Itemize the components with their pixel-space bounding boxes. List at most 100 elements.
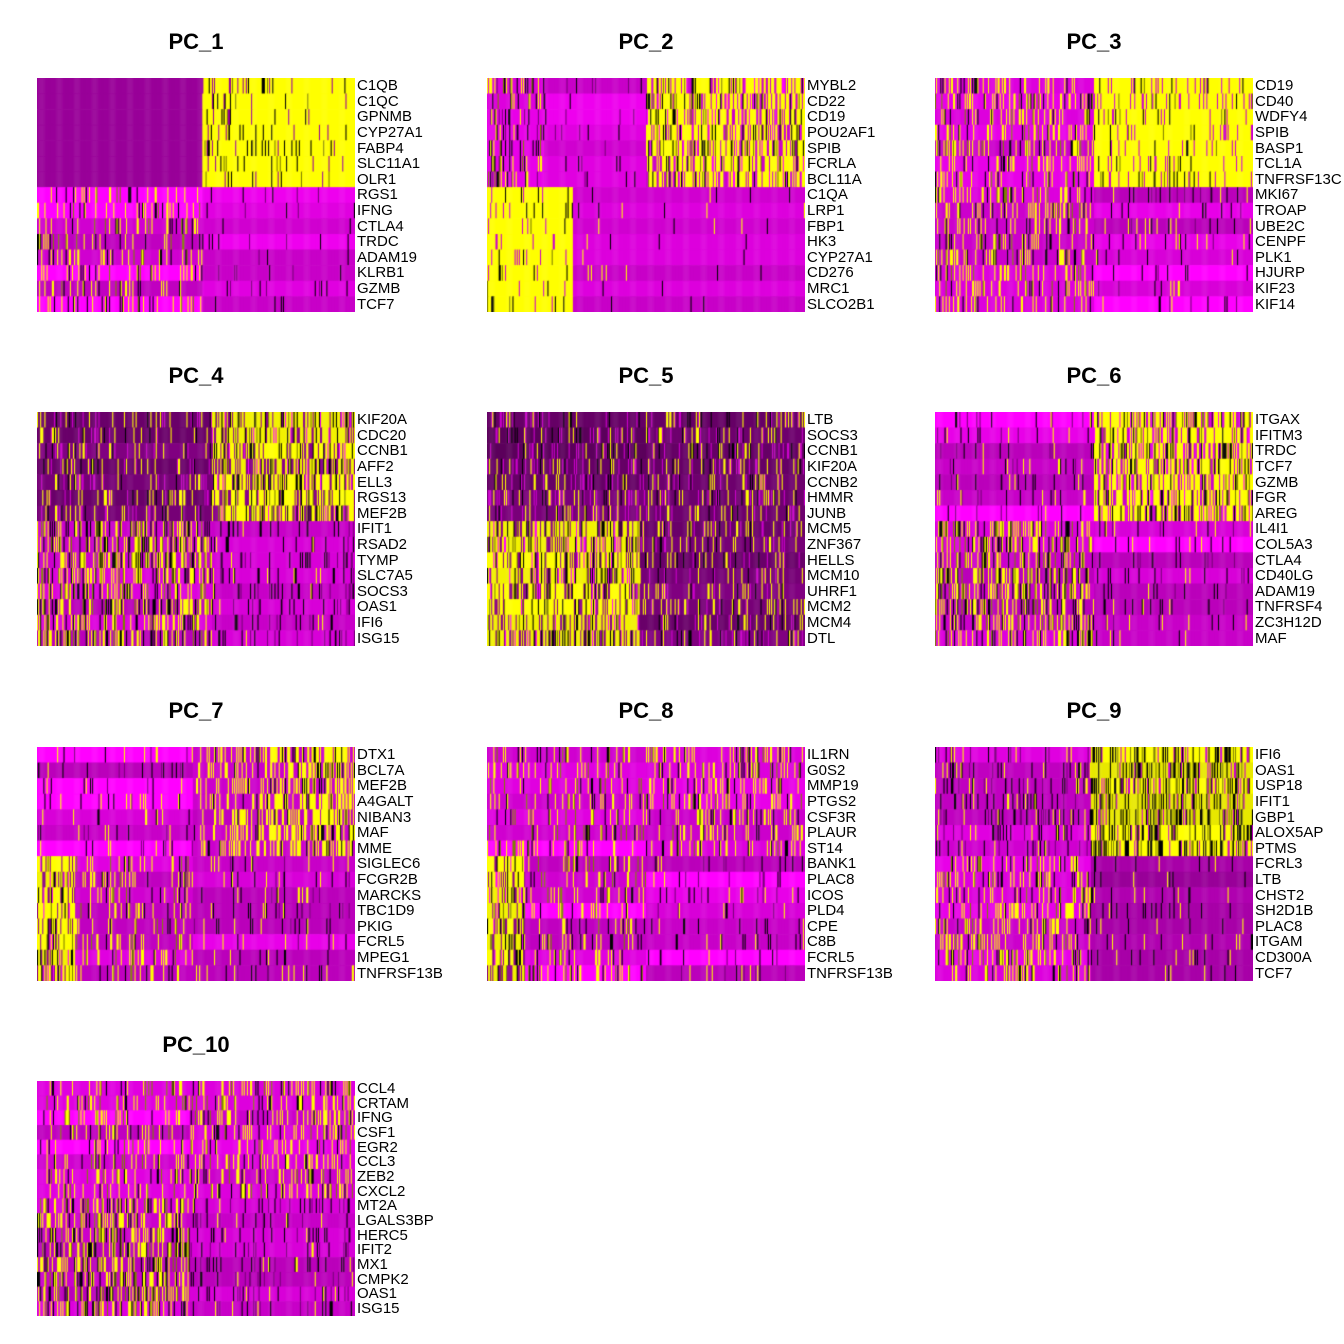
gene-label: POU2AF1 [807,124,876,142]
gene-label: MARCKS [357,886,422,904]
gene-label: PLAC8 [1255,917,1303,935]
gene-label: ITGAM [1255,933,1303,951]
gene-label: CD22 [807,92,846,110]
gene-label: CMPK2 [357,1270,409,1288]
gene-label: HMMR [807,489,854,507]
gene-label: IFI6 [357,614,383,632]
gene-label: DTL [807,629,836,647]
gene-label: MCM5 [807,520,852,538]
heatmap-canvas-PC_4 [37,412,355,646]
gene-label: SLC11A1 [357,155,421,173]
gene-label: DTX1 [357,746,396,764]
panel-PC_8: PC_8 IL1RN G0S2 MMP19 PTGS2 CSF3R PLAUR ST14 BAN… [487,691,917,982]
panel-body: MYBL2 CD22 CD19 POU2AF1 SPIB FCRLA BCL11A C1QA L… [487,77,917,313]
panel-PC_10: PC_10 CCL4 CRTAM IFNG CSF1 EGR2 CCL3 ZEB2 CXCL2 M… [37,1025,467,1318]
gene-labels: MYBL2 CD22 CD19 POU2AF1 SPIB FCRLA BCL11A C1QA L… [807,77,876,312]
panel-PC_9: PC_9 IFI6 OAS1 USP18 IFIT1 GBP1 ALOX5AP PTMS FCR… [935,691,1344,982]
gene-label: PTGS2 [807,793,857,811]
gene-label: RSAD2 [357,536,408,554]
panel-title: PC_9 [1066,698,1122,723]
gene-label: OAS1 [357,1285,398,1303]
gene-label: KIF20A [357,411,408,429]
panel-title: PC_1 [168,29,224,54]
gene-label: IFITM3 [1255,426,1303,444]
gene-label: MT2A [357,1197,398,1215]
panel-title: PC_3 [1066,29,1122,54]
gene-label: FCRL5 [357,933,405,951]
gene-label: HELLS [807,551,855,569]
heatmap-canvas-PC_3 [935,78,1253,312]
gene-label: ELL3 [357,473,393,491]
gene-label: OAS1 [357,598,398,616]
gene-label: MRC1 [807,280,850,298]
gene-label: TNFRSF13C [1255,170,1342,188]
gene-label: C8B [807,933,837,951]
gene-labels: KIF20A CDC20 CCNB1 AFF2 ELL3 RGS13 MEF2B IFIT1 R… [357,411,413,646]
gene-label: EGR2 [357,1138,398,1156]
gene-label: TBC1D9 [357,902,415,920]
gene-label: CCNB2 [807,473,858,491]
gene-label: KIF23 [1255,280,1296,298]
gene-label: ISG15 [357,1300,400,1318]
gene-label: MCM4 [807,614,852,632]
gene-label: MYBL2 [807,77,857,95]
gene-label: IFNG [357,1109,393,1127]
gene-label: AREG [1255,504,1298,522]
panel-body: DTX1 BCL7A MEF2B A4GALT NIBAN3 MAF MME SIGLEC6 F… [37,746,467,982]
heatmap-canvas-PC_8 [487,747,805,981]
gene-label: PLAUR [807,824,858,842]
gene-label: CHST2 [1255,886,1305,904]
gene-label: IFI6 [1255,746,1281,764]
heatmap-canvas-PC_9 [935,747,1253,981]
gene-label: CTLA4 [357,217,404,235]
gene-label: JUNB [807,504,847,522]
gene-label: IFIT1 [357,520,393,538]
gene-label: MME [357,839,392,857]
gene-label: MEF2B [357,777,408,795]
gene-label: ZEB2 [357,1167,395,1185]
gene-label: BCL11A [807,170,862,188]
gene-label: ST14 [807,839,843,857]
gene-label: SLC7A5 [357,567,413,585]
gene-label: CCL4 [357,1079,396,1097]
gene-label: GPNMB [357,108,413,126]
gene-label: MAF [1255,629,1287,647]
gene-label: FGR [1255,489,1287,507]
gene-label: BCL7A [357,761,405,779]
gene-label: LTB [807,411,834,429]
gene-label: IL1RN [807,746,850,764]
gene-label: ICOS [807,886,844,904]
panel-title: PC_5 [618,363,674,388]
gene-label: RGS13 [357,489,407,507]
gene-label: HJURP [1255,264,1306,282]
panel-body: IFI6 OAS1 USP18 IFIT1 GBP1 ALOX5AP PTMS FCRL3 LT… [935,746,1344,982]
gene-label: KLRB1 [357,264,405,282]
gene-label: ALOX5AP [1255,824,1324,842]
gene-label: C1QB [357,77,398,95]
gene-labels: CCL4 CRTAM IFNG CSF1 EGR2 CCL3 ZEB2 CXCL2 MT2A LG… [357,1079,434,1318]
gene-label: MKI67 [1255,186,1299,204]
gene-label: CSF1 [357,1123,396,1141]
gene-label: SH2D1B [1255,902,1314,920]
gene-label: TCF7 [1255,964,1293,982]
gene-label: MPEG1 [357,949,410,967]
heatmap-canvas-PC_6 [935,412,1253,646]
gene-label: CD276 [807,264,854,282]
heatmap-canvas-PC_5 [487,412,805,646]
gene-label: CTLA4 [1255,551,1302,569]
gene-label: C1QC [357,92,399,110]
gene-label: FCRLA [807,155,857,173]
gene-label: FCGR2B [357,871,418,889]
gene-label: PLAC8 [807,871,855,889]
gene-label: TRDC [357,233,399,251]
panel-PC_4: PC_4 KIF20A CDC20 CCNB1 AFF2 ELL3 RGS13 MEF2B IF… [37,356,467,647]
gene-label: CYP27A1 [807,248,873,266]
panel-title: PC_4 [168,363,224,388]
gene-label: PTMS [1255,839,1297,857]
panel-PC_5: PC_5 LTB SOCS3 CCNB1 KIF20A CCNB2 HMMR JUNB MCM5… [487,356,917,647]
gene-label: OAS1 [1255,761,1296,779]
gene-labels: C1QB C1QC GPNMB CYP27A1 FABP4 SLC11A1 OLR1 RGS1… [357,77,423,312]
panel-body: C1QB C1QC GPNMB CYP27A1 FABP4 SLC11A1 OLR1 RGS1… [37,77,467,313]
gene-label: TYMP [357,551,399,569]
